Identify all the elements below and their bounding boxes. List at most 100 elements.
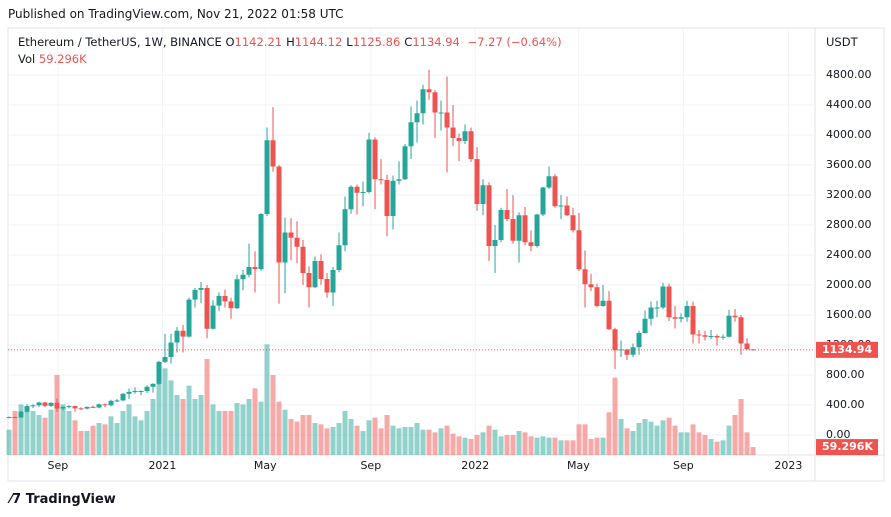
volume-bar	[234, 403, 240, 455]
candle-body	[426, 89, 432, 93]
candle-body	[120, 393, 126, 401]
ohlc-value: 1142.21	[234, 35, 283, 49]
candle-body	[564, 205, 570, 216]
ohlc-value: 1125.86	[352, 35, 401, 49]
candle-body	[642, 318, 648, 333]
volume-bar	[30, 411, 36, 455]
candle-body	[714, 335, 720, 338]
volume-bar	[726, 425, 732, 455]
candle-body	[468, 131, 474, 160]
ohlc-value: 1144.12	[294, 35, 343, 49]
candle-body	[438, 112, 444, 114]
volume-bar	[588, 439, 594, 455]
volume-bar	[198, 395, 204, 455]
candle-body	[624, 349, 630, 355]
y-tick-label: 4400.00	[826, 98, 872, 111]
candle-body	[54, 402, 60, 409]
volume-bar	[438, 428, 444, 455]
volume-bar	[60, 404, 66, 455]
candle-body	[684, 305, 690, 318]
volume-bar	[750, 447, 756, 455]
candle-body	[744, 343, 750, 350]
candle-body	[330, 269, 336, 293]
candle-body	[198, 287, 204, 290]
candle-body	[336, 245, 342, 270]
y-tick-label: 2800.00	[826, 218, 872, 231]
candle-body	[450, 127, 456, 139]
legend: Ethereum / TetherUS, 1W, BINANCE O1142.2…	[18, 35, 562, 49]
candle-body	[246, 266, 252, 275]
volume-bar	[474, 435, 480, 455]
volume-bar	[534, 437, 540, 455]
volume-bar	[252, 388, 258, 455]
candle-body	[294, 237, 300, 247]
candle-body	[414, 113, 420, 123]
candle-body	[696, 334, 702, 336]
volume-bar	[606, 412, 612, 455]
volume-bar	[492, 429, 498, 455]
volume-bar	[486, 425, 492, 455]
volume-bar	[36, 415, 42, 455]
volume-bar	[114, 423, 120, 455]
volume-bar	[738, 399, 744, 455]
candle-body	[678, 317, 684, 319]
volume-bar	[282, 409, 288, 455]
candle-body	[354, 186, 360, 193]
candle-body	[168, 342, 174, 357]
volume-bar	[642, 419, 648, 455]
volume-bar	[582, 424, 588, 455]
vol-name: Vol	[18, 52, 36, 66]
candle-body	[738, 317, 744, 344]
volume-bar	[6, 429, 12, 455]
volume-bar	[372, 417, 378, 455]
volume-bar	[396, 428, 402, 455]
volume-bar	[84, 431, 90, 455]
volume-bar	[156, 371, 162, 455]
candle-body	[378, 179, 384, 181]
last-price-tag	[816, 341, 878, 358]
volume-bar	[510, 435, 516, 455]
volume-bar	[294, 421, 300, 455]
volume-bar	[714, 441, 720, 455]
x-tick-label: 2022	[461, 459, 489, 472]
candle-body	[672, 317, 678, 319]
volume-bar	[312, 423, 318, 455]
y-tick-label: 4800.00	[826, 68, 872, 81]
candle-body	[180, 330, 186, 337]
candle-body	[102, 404, 108, 406]
candle-body	[288, 232, 294, 238]
volume-bar	[132, 416, 138, 455]
volume-bar	[702, 435, 708, 455]
candle-body	[462, 131, 468, 142]
ohlc-letter: H	[286, 35, 295, 49]
candle-body	[186, 299, 192, 337]
candle-body	[384, 180, 390, 217]
y-tick-label: 800.00	[826, 368, 865, 381]
volume-bar	[378, 428, 384, 455]
candle-body	[126, 391, 132, 394]
candle-body	[204, 287, 210, 329]
candle-body	[306, 272, 312, 288]
candle-body	[720, 336, 726, 338]
volume-bar	[210, 404, 216, 455]
candle-body	[408, 122, 414, 147]
candle-body	[750, 349, 756, 351]
candle-body	[576, 230, 582, 270]
candle-body	[192, 289, 198, 300]
volume-bar	[180, 399, 186, 455]
candle-body	[60, 406, 66, 409]
x-tick-label: Sep	[673, 459, 694, 472]
volume-bar	[246, 399, 252, 455]
candle-body	[24, 406, 30, 412]
volume-bar	[324, 428, 330, 455]
volume-bar	[432, 432, 438, 455]
candle-body	[114, 400, 120, 402]
volume-bar	[120, 411, 126, 455]
candle-body	[216, 295, 222, 306]
candle-body	[600, 300, 606, 306]
candle-body	[36, 402, 42, 406]
candle-body	[660, 286, 666, 308]
candle-body	[222, 295, 228, 302]
candle-body	[594, 287, 600, 306]
volume-bar	[402, 427, 408, 455]
